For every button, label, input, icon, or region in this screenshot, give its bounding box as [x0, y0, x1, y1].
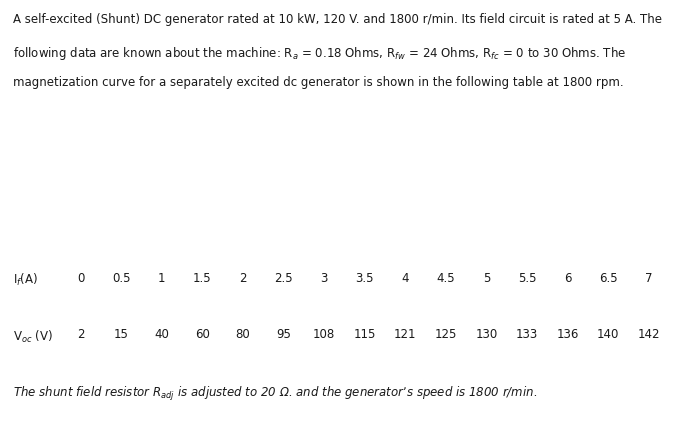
- Text: 142: 142: [638, 328, 660, 342]
- Text: 2: 2: [239, 272, 246, 285]
- Text: 7: 7: [645, 272, 652, 285]
- Text: 95: 95: [276, 328, 291, 342]
- Text: The shunt field resistor R$_{adj}$ is adjusted to 20 Ω. and the generator’s spee: The shunt field resistor R$_{adj}$ is ad…: [13, 385, 537, 403]
- Text: 136: 136: [556, 328, 579, 342]
- Text: 3: 3: [321, 272, 328, 285]
- Text: 115: 115: [354, 328, 376, 342]
- Text: 140: 140: [597, 328, 620, 342]
- Text: following data are known about the machine: R$_{a}$ = 0.18 Ohms, R$_{fw}$ = 24 O: following data are known about the machi…: [13, 45, 626, 62]
- Text: I$_{f}$(A): I$_{f}$(A): [13, 272, 38, 288]
- Text: 125: 125: [435, 328, 457, 342]
- Text: 5: 5: [483, 272, 490, 285]
- Text: 0.5: 0.5: [112, 272, 130, 285]
- Text: A self-excited (Shunt) DC generator rated at 10 kW, 120 V. and 1800 r/min. Its f: A self-excited (Shunt) DC generator rate…: [13, 13, 662, 26]
- Text: 80: 80: [235, 328, 251, 342]
- Text: 6.5: 6.5: [599, 272, 617, 285]
- Text: 1: 1: [158, 272, 165, 285]
- Text: 0: 0: [77, 272, 84, 285]
- Text: 108: 108: [313, 328, 335, 342]
- Text: magnetization curve for a separately excited dc generator is shown in the follow: magnetization curve for a separately exc…: [13, 76, 623, 89]
- Text: 4: 4: [402, 272, 409, 285]
- Text: 2.5: 2.5: [274, 272, 293, 285]
- Text: 2: 2: [77, 328, 84, 342]
- Text: V$_{oc}$ (V): V$_{oc}$ (V): [13, 328, 52, 345]
- Text: 40: 40: [154, 328, 169, 342]
- Text: 5.5: 5.5: [518, 272, 536, 285]
- Text: 133: 133: [516, 328, 538, 342]
- Text: 121: 121: [394, 328, 416, 342]
- Text: 3.5: 3.5: [356, 272, 374, 285]
- Text: 60: 60: [195, 328, 210, 342]
- Text: 4.5: 4.5: [437, 272, 455, 285]
- Text: 1.5: 1.5: [193, 272, 211, 285]
- Text: 6: 6: [564, 272, 571, 285]
- Text: 15: 15: [113, 328, 129, 342]
- Text: 130: 130: [475, 328, 498, 342]
